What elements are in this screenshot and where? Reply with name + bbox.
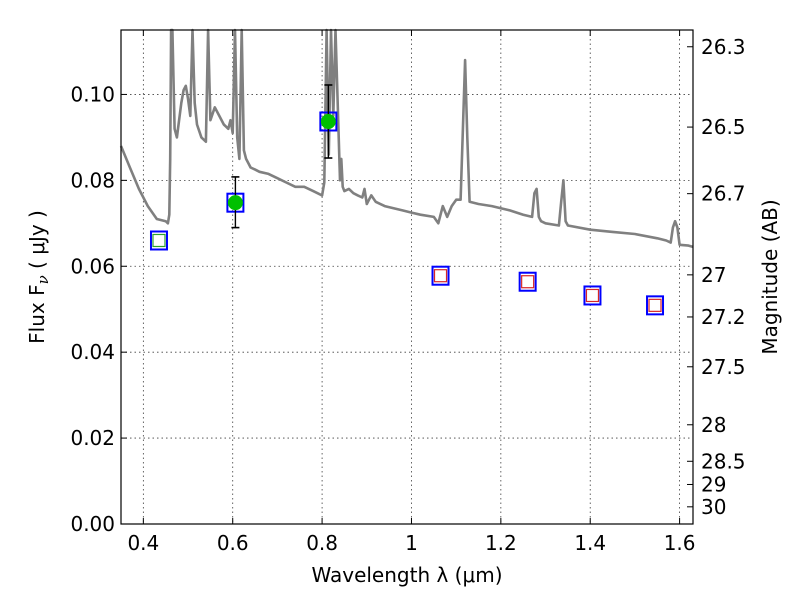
right-tick-label: 26.7: [701, 182, 746, 206]
model-square-marker: [149, 230, 168, 251]
plot-frame: [120, 29, 694, 525]
right-tick-label: 30: [701, 495, 726, 519]
right-tick-label: 27.5: [701, 355, 746, 379]
x-tick-label: 1.2: [485, 531, 517, 555]
y-tick-label: 0.06: [70, 254, 115, 278]
spectrum-layer: [119, 28, 694, 249]
x-tick-label: 1: [405, 531, 418, 555]
y-tick-label: 0.10: [70, 82, 115, 106]
upper-limit-marker: [152, 233, 166, 248]
upper-limit-marker: [433, 269, 448, 283]
detection-point: [227, 195, 243, 211]
y-tick-label: 0.02: [70, 426, 115, 450]
x-tick-label: 0.4: [127, 531, 159, 555]
x-tick-label: 1.6: [664, 531, 696, 555]
upper-limit-marker: [585, 288, 600, 303]
marker-layer: [149, 84, 665, 316]
x-axis-label: Wavelength λ (μm): [311, 563, 502, 587]
y-axis-label: Flux Fν ( μJy ): [25, 210, 52, 344]
spectrum-line: [119, 28, 694, 249]
right-tick-label: 26.3: [701, 35, 746, 59]
model-square-marker: [431, 265, 450, 286]
tick-layer: 0.4 0.6 0.8 1 1.2 1.4 1.6 0.00 0.02 0.04 0.06 0.08 0…: [70, 30, 746, 555]
right-tick-label: 28.5: [701, 449, 746, 473]
x-tick-label: 0.8: [306, 531, 338, 555]
right-tick-label: 27.2: [701, 305, 746, 329]
right-tick-label: 28: [701, 413, 726, 437]
detection-point: [320, 113, 336, 129]
right-tick-label: 26.5: [701, 115, 746, 139]
x-tick-label: 0.6: [217, 531, 249, 555]
x-tick-label: 1.4: [574, 531, 606, 555]
model-square-marker: [518, 271, 537, 292]
y-tick-label: 0.08: [70, 168, 115, 192]
model-square-marker: [583, 285, 602, 306]
upper-limit-marker: [648, 298, 662, 312]
model-square-marker: [646, 295, 665, 316]
right-tick-label: 29: [701, 472, 726, 496]
y-tick-label: 0.00: [70, 512, 115, 536]
upper-limit-marker: [521, 275, 535, 289]
right-axis-label: Magnitude (AB): [758, 199, 782, 354]
right-tick-label: 27: [701, 263, 726, 287]
y-tick-label: 0.04: [70, 340, 115, 364]
